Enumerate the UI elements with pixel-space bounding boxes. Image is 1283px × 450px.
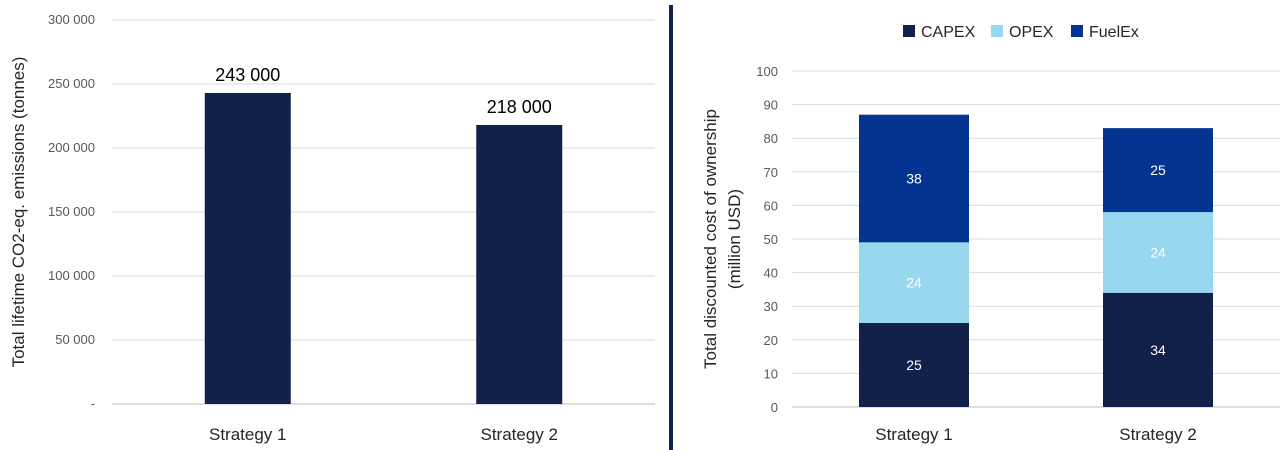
cost-bar-fuelex <box>1103 128 1213 213</box>
legend-label-capex: CAPEX <box>921 24 976 41</box>
emissions-y-tick-label: 250 000 <box>48 76 95 91</box>
legend-label-fuelex: FuelEx <box>1089 24 1139 41</box>
emissions-y-tick-label: 150 000 <box>48 204 95 219</box>
emissions-data-label: 243 000 <box>215 65 280 85</box>
emissions-bar <box>476 124 563 405</box>
cost-category-label: Strategy 2 <box>1119 425 1197 444</box>
cost-data-label: 34 <box>1150 342 1166 358</box>
emissions-y-tick-label: 100 000 <box>48 268 95 283</box>
emissions-bar <box>204 92 291 405</box>
cost-bar-opex <box>1103 212 1213 293</box>
cost-data-label: 24 <box>1150 244 1166 260</box>
emissions-chart: - 50 000 100 000 150 000 200 000 250 000 300 0… <box>9 12 655 444</box>
cost-y-tick-label: 10 <box>764 366 778 381</box>
cost-y-tick-label: 0 <box>771 400 778 415</box>
cost-y-tick-label: 50 <box>764 232 778 247</box>
cost-category-label: Strategy 1 <box>875 425 953 444</box>
legend-swatch-fuelex <box>1071 25 1083 37</box>
emissions-y-axis-label: Total lifetime CO2-eq. emissions (tonnes… <box>9 57 28 368</box>
cost-data-label: 25 <box>906 357 922 373</box>
emissions-y-tick-label: 200 000 <box>48 140 95 155</box>
cost-bar-capex <box>1103 292 1213 407</box>
cost-y-tick-label: 80 <box>764 131 778 146</box>
cost-y-tick-label: 30 <box>764 299 778 314</box>
cost-data-label: 24 <box>906 275 922 291</box>
emissions-y-tick-label: - <box>91 396 95 411</box>
emissions-data-label: 218 000 <box>487 97 552 117</box>
legend-swatch-capex <box>903 25 915 37</box>
cost-y-tick-label: 20 <box>764 333 778 348</box>
emissions-category-label: Strategy 1 <box>209 425 287 444</box>
cost-bar-capex <box>859 323 969 407</box>
cost-bar-fuelex <box>859 114 969 243</box>
cost-y-tick-label: 40 <box>764 266 778 281</box>
cost-y-tick-label: 70 <box>764 165 778 180</box>
cost-y-tick-label: 60 <box>764 198 778 213</box>
emissions-y-tick-label: 50 000 <box>55 332 95 347</box>
cost-y-tick-label: 90 <box>764 98 778 113</box>
emissions-y-tick-label: 300 000 <box>48 12 95 27</box>
chart-divider <box>669 5 673 450</box>
cost-data-label: 25 <box>1150 162 1166 178</box>
cost-y-tick-label: 100 <box>756 64 778 79</box>
legend-label-opex: OPEX <box>1009 24 1054 41</box>
cost-chart: 0 10 20 30 40 50 60 70 80 90 100 25 24 38 Strategy 1 34… <box>701 24 1280 444</box>
emissions-category-label: Strategy 2 <box>481 425 559 444</box>
cost-y-axis-label: (million USD) <box>725 189 744 289</box>
cost-bar-opex <box>859 242 969 323</box>
cost-y-axis-label: Total discounted cost of ownership <box>701 109 720 369</box>
legend-swatch-opex <box>991 25 1003 37</box>
cost-data-label: 38 <box>906 171 922 187</box>
